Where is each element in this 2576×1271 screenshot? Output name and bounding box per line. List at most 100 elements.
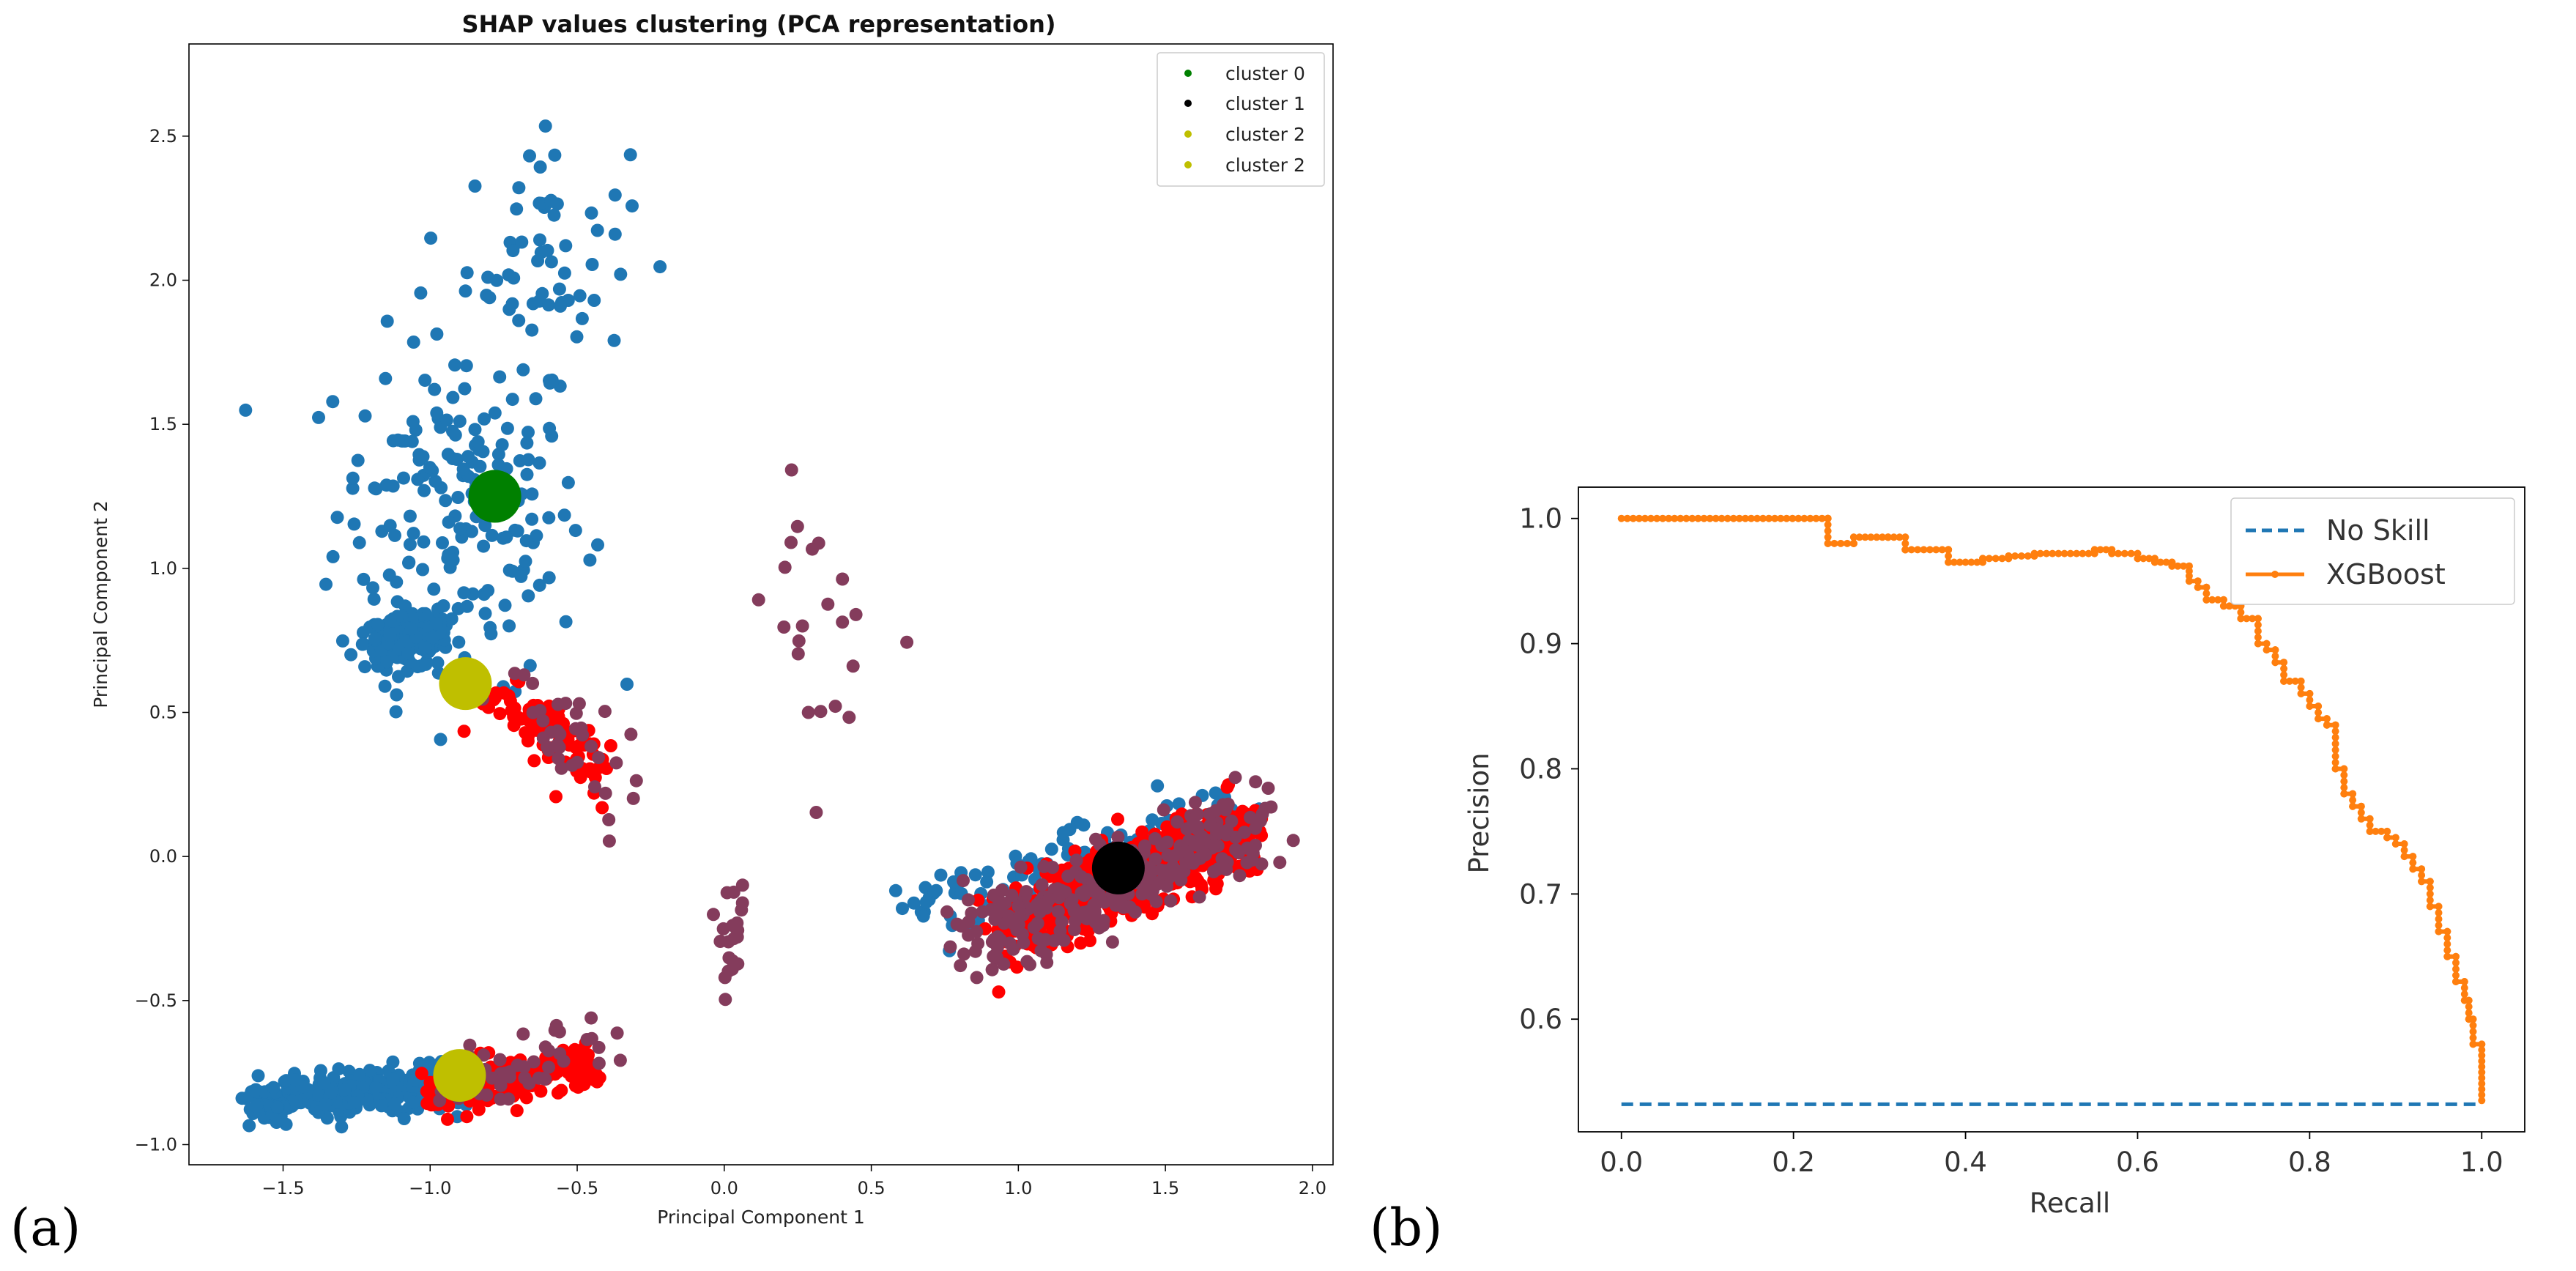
- xgboost-marker: [1771, 514, 1779, 522]
- scatter-point: [403, 538, 417, 552]
- xgboost-marker: [1844, 539, 1851, 547]
- scatter-point: [557, 508, 571, 522]
- scatter-point: [457, 586, 471, 600]
- scatter-point: [533, 233, 546, 247]
- centroid-0: [468, 470, 521, 523]
- scatter-point: [559, 239, 573, 253]
- chart-a-xlabel: Principal Component 1: [657, 1207, 864, 1228]
- scatter-point: [1070, 815, 1084, 829]
- scatter-point: [401, 646, 415, 660]
- scatter-point: [335, 1120, 349, 1134]
- scatter-point: [896, 902, 909, 916]
- xgboost-marker: [1956, 558, 1964, 566]
- scatter-point: [968, 868, 982, 882]
- xgboost-marker: [2340, 777, 2348, 785]
- xgboost-marker: [2331, 740, 2339, 748]
- scatter-point: [497, 686, 511, 700]
- x-tick-label: 0.2: [1772, 1146, 1815, 1178]
- xgboost-marker: [1932, 546, 1940, 554]
- xgboost-marker: [2478, 1085, 2486, 1093]
- scatter-point: [460, 599, 474, 613]
- xgboost-marker: [2465, 996, 2473, 1004]
- xgboost-marker: [2383, 827, 2391, 835]
- scatter-point: [502, 619, 516, 633]
- xgboost-marker: [2185, 572, 2193, 580]
- scatter-point: [352, 1067, 366, 1081]
- xgboost-marker: [2400, 853, 2408, 861]
- xgboost-marker: [1617, 514, 1625, 522]
- scatter-point: [473, 459, 487, 473]
- xgboost-marker: [2460, 990, 2468, 998]
- scatter-point: [1255, 857, 1269, 871]
- scatter-point: [957, 947, 970, 961]
- scatter-point: [366, 581, 379, 595]
- scatter-point: [324, 1086, 338, 1100]
- xgboost-marker: [1677, 514, 1685, 522]
- xgboost-marker: [2331, 721, 2339, 729]
- chart-a-x-axis: −1.5 −1.0 −0.5 0.0 0.5 1.0 1.5 2.0: [261, 1165, 1326, 1198]
- scatter-point: [478, 519, 492, 533]
- y-tick-label: 0.8: [1519, 753, 1562, 785]
- xgboost-marker: [2306, 703, 2314, 710]
- xgboost-marker: [2366, 827, 2374, 835]
- xgboost-marker: [2478, 1063, 2486, 1071]
- scatter-point: [1151, 779, 1165, 793]
- scatter-point: [423, 461, 437, 475]
- scatter-point: [543, 374, 556, 388]
- chart-a-title: SHAP values clustering (PCA representati…: [461, 10, 1055, 38]
- xgboost-marker: [2219, 596, 2227, 604]
- x-tick-label: 2.0: [1299, 1178, 1326, 1198]
- scatter-point: [493, 707, 507, 721]
- chart-b-y-axis: 0.6 0.7 0.8 0.9 1.0: [1519, 503, 1578, 1035]
- scatter-point: [525, 512, 539, 526]
- scatter-point: [267, 1081, 281, 1094]
- scatter-point: [735, 903, 749, 917]
- scatter-point: [1083, 934, 1096, 947]
- xgboost-marker: [1777, 514, 1785, 522]
- x-tick-label: −1.0: [409, 1178, 451, 1198]
- xgboost-marker: [2443, 934, 2451, 942]
- xgboost-marker: [2156, 558, 2164, 566]
- xgboost-marker: [1824, 514, 1832, 522]
- scatter-point: [565, 1066, 579, 1080]
- xgboost-marker: [2306, 689, 2314, 697]
- xgboost-marker: [1830, 539, 1838, 547]
- xgboost-marker: [2030, 549, 2038, 557]
- scatter-point: [459, 284, 472, 298]
- scatter-point: [730, 916, 744, 930]
- scatter-point: [1170, 815, 1184, 829]
- scatter-point: [849, 607, 863, 621]
- y-tick-label: 0.6: [1519, 1004, 1562, 1035]
- scatter-point: [559, 615, 573, 629]
- scatter-point: [530, 529, 543, 543]
- scatter-point: [289, 1073, 302, 1087]
- xgboost-marker: [1855, 533, 1863, 541]
- scatter-point: [592, 751, 606, 765]
- scatter-point: [382, 568, 396, 582]
- scatter-point: [1061, 870, 1075, 883]
- scatter-point: [719, 993, 732, 1007]
- scatter-point: [777, 620, 791, 634]
- scatter-point: [516, 363, 530, 377]
- scatter-point: [433, 1094, 447, 1108]
- scatter-point: [1105, 935, 1119, 949]
- scatter-point: [1037, 859, 1051, 873]
- xgboost-marker: [2426, 896, 2434, 904]
- xgboost-marker: [2391, 834, 2399, 842]
- chart-a-frame: [188, 43, 1334, 1166]
- scatter-point: [950, 917, 964, 931]
- scatter-point: [1188, 838, 1202, 852]
- scatter-point: [1172, 845, 1186, 859]
- scatter-point: [521, 426, 535, 440]
- scatter-point: [1228, 771, 1242, 785]
- scatter-point: [1005, 889, 1019, 903]
- scatter-point: [1039, 948, 1053, 961]
- scatter-point: [573, 289, 587, 303]
- xgboost-marker: [1961, 558, 1970, 566]
- scatter-point: [1220, 823, 1234, 837]
- y-tick-label: 0.0: [149, 846, 177, 867]
- scatter-point: [543, 421, 557, 435]
- scatter-point: [463, 1038, 477, 1052]
- scatter-point: [439, 494, 453, 508]
- panel-label-a: (a): [10, 1198, 81, 1258]
